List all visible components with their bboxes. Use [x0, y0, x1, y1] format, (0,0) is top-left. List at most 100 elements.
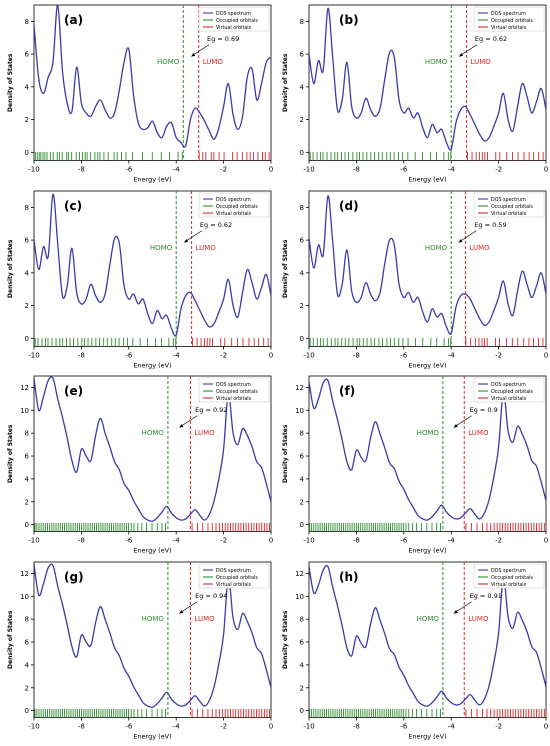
gap-arrow-head	[458, 52, 464, 57]
legend-entry: Occupied orbitals	[491, 575, 533, 581]
x-tick-label: -4	[448, 166, 456, 174]
dos-curve	[309, 7, 546, 151]
dos-chart: -10 -8 -6 -4 -2 0 0 2 4 6 8 10 12 Energy (eV) Density …	[282, 375, 548, 555]
gap-arrow-line	[454, 600, 472, 613]
y-tick-label: 8	[300, 18, 304, 26]
x-tick-label: -8	[353, 537, 360, 545]
dos-panel-h: -10 -8 -6 -4 -2 0 0 2 4 6 8 10 12 Energy (eV) Density …	[275, 557, 550, 743]
dos-curve	[309, 194, 546, 335]
legend-entry: Occupied orbitals	[491, 389, 533, 395]
y-tick-label: 8	[300, 615, 304, 623]
dos-curve	[34, 562, 271, 708]
y-tick-label: 10	[295, 592, 304, 600]
x-axis-label: Energy (eV)	[408, 732, 446, 740]
plot-frame	[33, 375, 272, 532]
panel-label: (h)	[339, 570, 359, 584]
x-tick-label: 0	[544, 166, 548, 174]
x-axis-label: Energy (eV)	[133, 732, 171, 740]
x-tick-label: -8	[353, 722, 360, 730]
x-tick-label: -4	[173, 166, 181, 174]
y-tick-label: 6	[300, 638, 305, 646]
dos-panel-a: -10 -8 -6 -4 -2 0 0 2 4 6 8 Energy (eV) Density of S…	[0, 0, 275, 186]
y-axis-label: Density of States	[282, 239, 289, 298]
gap-arrow-line	[459, 44, 478, 57]
x-tick-label: -2	[220, 351, 227, 359]
y-axis-label: Density of States	[282, 53, 289, 112]
y-tick-label: 2	[25, 684, 29, 692]
energy-gap-label: Eg = 0.92	[195, 406, 227, 414]
y-tick-label: 4	[300, 661, 305, 669]
dos-chart: -10 -8 -6 -4 -2 0 0 2 4 6 8 Energy (eV) Density of S…	[7, 4, 273, 184]
x-tick-label: -4	[448, 351, 456, 359]
plot-frame	[308, 190, 547, 347]
dos-curve	[309, 564, 546, 707]
plot-frame	[33, 561, 272, 718]
homo-label: HOMO	[417, 429, 440, 437]
legend-entry: Virtual orbitals	[491, 25, 527, 31]
y-tick-label: 8	[25, 615, 29, 623]
homo-label: HOMO	[425, 58, 448, 66]
x-tick-label: -6	[125, 537, 133, 545]
gap-arrow-head	[453, 609, 458, 614]
y-tick-label: 4	[300, 83, 305, 91]
x-tick-label: -4	[448, 537, 456, 545]
homo-label: HOMO	[417, 615, 440, 623]
legend-entry: DOS spectrum	[491, 197, 526, 203]
y-tick-label: 2	[25, 302, 29, 310]
panel-label: (c)	[64, 199, 82, 213]
y-tick-label: 6	[25, 51, 30, 59]
x-tick-label: -8	[78, 537, 85, 545]
x-tick-label: 0	[269, 722, 273, 730]
panel-label: (f)	[339, 384, 355, 398]
y-tick-label: 12	[295, 569, 304, 577]
gap-arrow-head	[191, 52, 196, 57]
homo-label: HOMO	[425, 244, 448, 252]
y-tick-label: 6	[25, 638, 30, 646]
y-tick-label: 8	[300, 430, 304, 438]
x-axis-label: Energy (eV)	[133, 547, 171, 555]
legend-entry: Virtual orbitals	[491, 582, 527, 588]
y-tick-label: 4	[25, 83, 30, 91]
legend-entry: Virtual orbitals	[216, 211, 252, 217]
y-tick-label: 0	[300, 149, 304, 157]
legend-entry: DOS spectrum	[216, 568, 251, 574]
x-tick-label: -2	[220, 722, 227, 730]
x-tick-label: -8	[353, 351, 360, 359]
y-axis-label: Density of States	[7, 610, 14, 669]
legend-entry: Virtual orbitals	[491, 211, 527, 217]
y-tick-label: 2	[300, 684, 304, 692]
gap-arrow-head	[179, 609, 184, 614]
lumo-label: LUMO	[468, 429, 489, 437]
x-tick-label: 0	[269, 351, 273, 359]
x-tick-label: -4	[173, 351, 181, 359]
lumo-label: LUMO	[194, 429, 215, 437]
dos-panel-e: -10 -8 -6 -4 -2 0 0 2 4 6 8 10 12 Energy (eV) Density …	[0, 371, 275, 557]
x-tick-label: -6	[400, 722, 408, 730]
dos-chart: -10 -8 -6 -4 -2 0 0 2 4 6 8 10 12 Energy (eV) Density …	[7, 561, 273, 740]
x-tick-label: 0	[269, 166, 273, 174]
x-tick-label: -2	[495, 351, 502, 359]
x-tick-label: -10	[303, 166, 314, 174]
energy-gap-label: Eg = 0.69	[207, 35, 239, 43]
y-axis-label: Density of States	[7, 53, 14, 112]
legend-entry: Occupied orbitals	[216, 204, 258, 210]
y-tick-label: 4	[25, 475, 30, 483]
legend-entry: DOS spectrum	[491, 382, 526, 388]
homo-label: HOMO	[142, 429, 165, 437]
plot-frame	[308, 561, 547, 718]
x-tick-label: -10	[303, 722, 314, 730]
x-tick-label: -2	[495, 166, 502, 174]
x-tick-label: -8	[78, 722, 85, 730]
x-tick-label: 0	[544, 537, 548, 545]
x-tick-label: -8	[78, 166, 85, 174]
panel-label: (a)	[64, 13, 83, 27]
legend-entry: DOS spectrum	[491, 568, 526, 574]
x-tick-label: 0	[544, 351, 548, 359]
energy-gap-label: Eg = 0.62	[475, 35, 507, 43]
dos-panel-b: -10 -8 -6 -4 -2 0 0 2 4 6 8 Energy (eV) Density of S…	[275, 0, 550, 186]
x-axis-label: Energy (eV)	[408, 361, 446, 369]
legend-entry: DOS spectrum	[216, 382, 251, 388]
x-tick-label: -10	[28, 722, 39, 730]
y-tick-label: 4	[25, 661, 30, 669]
